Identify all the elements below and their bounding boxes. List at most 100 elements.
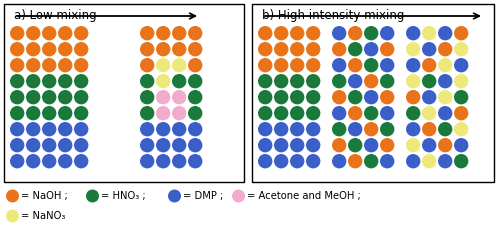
Circle shape [140,138,154,153]
Text: = NaOH ;: = NaOH ; [21,191,68,201]
Circle shape [74,74,89,88]
Circle shape [74,154,89,169]
Circle shape [290,90,304,104]
Bar [4,4,244,182]
Circle shape [188,58,202,72]
Circle shape [26,90,40,104]
Circle shape [290,138,304,153]
Circle shape [74,90,89,104]
Circle shape [58,154,72,169]
Circle shape [438,90,452,104]
Circle shape [422,74,436,88]
Circle shape [58,26,72,40]
Circle shape [10,138,24,153]
Circle shape [156,74,170,88]
Circle shape [454,154,469,169]
Circle shape [306,58,320,72]
Circle shape [74,42,89,56]
Circle shape [438,58,452,72]
Circle shape [10,26,24,40]
Circle shape [10,74,24,88]
Circle shape [348,154,363,169]
Circle shape [172,42,186,56]
Circle shape [438,154,452,169]
Circle shape [10,122,24,136]
Circle shape [274,74,288,88]
Circle shape [364,106,378,120]
Circle shape [26,42,40,56]
Circle shape [380,106,394,120]
Circle shape [42,154,56,169]
Circle shape [232,189,245,202]
Circle shape [156,122,170,136]
Circle shape [364,74,378,88]
Circle shape [172,74,186,88]
Circle shape [156,138,170,153]
Circle shape [274,26,288,40]
Circle shape [438,122,452,136]
Circle shape [454,90,469,104]
Circle shape [26,122,40,136]
Circle shape [274,138,288,153]
Circle shape [348,42,363,56]
Circle shape [58,122,72,136]
Circle shape [348,106,363,120]
Circle shape [74,138,89,153]
Circle shape [172,122,186,136]
Circle shape [10,106,24,120]
Circle shape [380,138,394,153]
Circle shape [42,106,56,120]
Circle shape [306,106,320,120]
Circle shape [188,26,202,40]
Circle shape [380,154,394,169]
Circle shape [140,58,154,72]
Circle shape [274,122,288,136]
Circle shape [42,90,56,104]
Circle shape [156,106,170,120]
Circle shape [438,26,452,40]
Circle shape [290,42,304,56]
Circle shape [406,26,420,40]
Circle shape [10,154,24,169]
Circle shape [58,74,72,88]
Circle shape [156,90,170,104]
Circle shape [74,58,89,72]
Circle shape [364,90,378,104]
Circle shape [332,154,347,169]
Circle shape [380,74,394,88]
Circle shape [422,90,436,104]
Circle shape [290,154,304,169]
Circle shape [348,138,363,153]
Circle shape [74,26,89,40]
Circle shape [188,42,202,56]
Circle shape [42,74,56,88]
Circle shape [422,106,436,120]
Circle shape [42,42,56,56]
Circle shape [348,90,363,104]
Circle shape [332,90,347,104]
Circle shape [58,58,72,72]
Bar [252,4,494,182]
Circle shape [454,74,469,88]
Circle shape [332,138,347,153]
Circle shape [168,189,181,202]
Circle shape [422,138,436,153]
Circle shape [140,26,154,40]
Circle shape [140,154,154,169]
Circle shape [10,90,24,104]
Circle shape [188,122,202,136]
Circle shape [258,154,272,169]
Circle shape [258,106,272,120]
Circle shape [6,189,19,202]
Circle shape [306,138,320,153]
Circle shape [58,106,72,120]
Circle shape [348,26,363,40]
Circle shape [74,122,89,136]
Circle shape [274,58,288,72]
Circle shape [306,74,320,88]
Circle shape [306,26,320,40]
Circle shape [422,42,436,56]
Text: = HNO₃ ;: = HNO₃ ; [101,191,145,201]
Circle shape [26,138,40,153]
Circle shape [306,42,320,56]
